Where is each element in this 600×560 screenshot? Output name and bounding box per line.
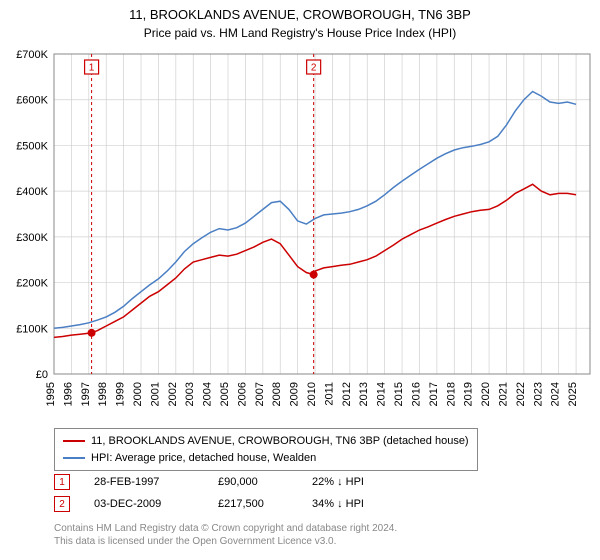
legend-swatch-price — [63, 440, 85, 442]
svg-text:2017: 2017 — [428, 382, 440, 406]
svg-text:2024: 2024 — [550, 382, 562, 406]
svg-text:£200K: £200K — [16, 278, 48, 290]
svg-text:2005: 2005 — [219, 382, 231, 406]
svg-text:2020: 2020 — [480, 382, 492, 406]
svg-text:2011: 2011 — [323, 382, 335, 406]
chart-plot-area: £0 £100K £200K £300K £400K £500K £600K £700K 199… — [0, 44, 600, 424]
svg-text:2002: 2002 — [167, 382, 179, 406]
svg-text:2025: 2025 — [567, 382, 579, 406]
chart-subtitle: Price paid vs. HM Land Registry's House … — [0, 24, 600, 40]
legend-swatch-hpi — [63, 457, 85, 459]
svg-text:1: 1 — [89, 63, 95, 74]
svg-text:£400K: £400K — [16, 186, 48, 198]
svg-text:£500K: £500K — [16, 140, 48, 152]
svg-text:2: 2 — [311, 63, 317, 74]
marker-table: 1 28-FEB-1997 £90,000 22% ↓ HPI 2 03-DEC… — [54, 474, 392, 518]
svg-text:2007: 2007 — [254, 382, 266, 406]
chart-title: 11, BROOKLANDS AVENUE, CROWBOROUGH, TN6 … — [0, 0, 600, 24]
legend-item-price: 11, BROOKLANDS AVENUE, CROWBOROUGH, TN6 … — [63, 433, 469, 450]
marker-date-2: 03-DEC-2009 — [94, 498, 194, 510]
attribution-line2: This data is licensed under the Open Gov… — [54, 535, 397, 548]
svg-text:£0: £0 — [36, 369, 48, 381]
svg-text:2023: 2023 — [532, 382, 544, 406]
legend: 11, BROOKLANDS AVENUE, CROWBOROUGH, TN6 … — [54, 428, 478, 471]
svg-text:£300K: £300K — [16, 232, 48, 244]
marker-date-1: 28-FEB-1997 — [94, 476, 194, 488]
svg-text:2004: 2004 — [202, 382, 214, 406]
marker-row-2: 2 03-DEC-2009 £217,500 34% ↓ HPI — [54, 496, 392, 512]
svg-text:£700K: £700K — [16, 49, 48, 61]
svg-text:2012: 2012 — [341, 382, 353, 406]
svg-text:2022: 2022 — [515, 382, 527, 406]
attribution: Contains HM Land Registry data © Crown c… — [54, 522, 397, 548]
svg-text:2019: 2019 — [463, 382, 475, 406]
svg-text:£100K: £100K — [16, 323, 48, 335]
legend-label-hpi: HPI: Average price, detached house, Weal… — [91, 450, 316, 467]
svg-text:2000: 2000 — [132, 382, 144, 406]
svg-text:2009: 2009 — [289, 382, 301, 406]
svg-text:1995: 1995 — [45, 382, 57, 406]
attribution-line1: Contains HM Land Registry data © Crown c… — [54, 522, 397, 535]
svg-text:2018: 2018 — [445, 382, 457, 406]
svg-text:2015: 2015 — [393, 382, 405, 406]
marker-row-1: 1 28-FEB-1997 £90,000 22% ↓ HPI — [54, 474, 392, 490]
svg-text:1996: 1996 — [62, 382, 74, 406]
marker-price-2: £217,500 — [218, 498, 288, 510]
chart-svg: £0 £100K £200K £300K £400K £500K £600K £700K 199… — [0, 44, 600, 424]
svg-text:2010: 2010 — [306, 382, 318, 406]
svg-text:1998: 1998 — [97, 382, 109, 406]
legend-item-hpi: HPI: Average price, detached house, Weal… — [63, 450, 469, 467]
svg-text:2021: 2021 — [497, 382, 509, 406]
svg-text:2016: 2016 — [410, 382, 422, 406]
marker-badge-2: 2 — [54, 496, 70, 512]
legend-label-price: 11, BROOKLANDS AVENUE, CROWBOROUGH, TN6 … — [91, 433, 469, 450]
svg-text:2014: 2014 — [376, 382, 388, 406]
marker-hpi-2: 34% ↓ HPI — [312, 498, 392, 510]
svg-text:1997: 1997 — [80, 382, 92, 406]
marker-price-1: £90,000 — [218, 476, 288, 488]
svg-text:2008: 2008 — [271, 382, 283, 406]
marker-badge-1: 1 — [54, 474, 70, 490]
svg-text:2006: 2006 — [236, 382, 248, 406]
marker-hpi-1: 22% ↓ HPI — [312, 476, 392, 488]
chart-container: 11, BROOKLANDS AVENUE, CROWBOROUGH, TN6 … — [0, 0, 600, 560]
svg-text:1999: 1999 — [115, 382, 127, 406]
svg-text:2003: 2003 — [184, 382, 196, 406]
svg-text:£600K: £600K — [16, 95, 48, 107]
svg-text:2013: 2013 — [358, 382, 370, 406]
svg-text:2001: 2001 — [149, 382, 161, 406]
